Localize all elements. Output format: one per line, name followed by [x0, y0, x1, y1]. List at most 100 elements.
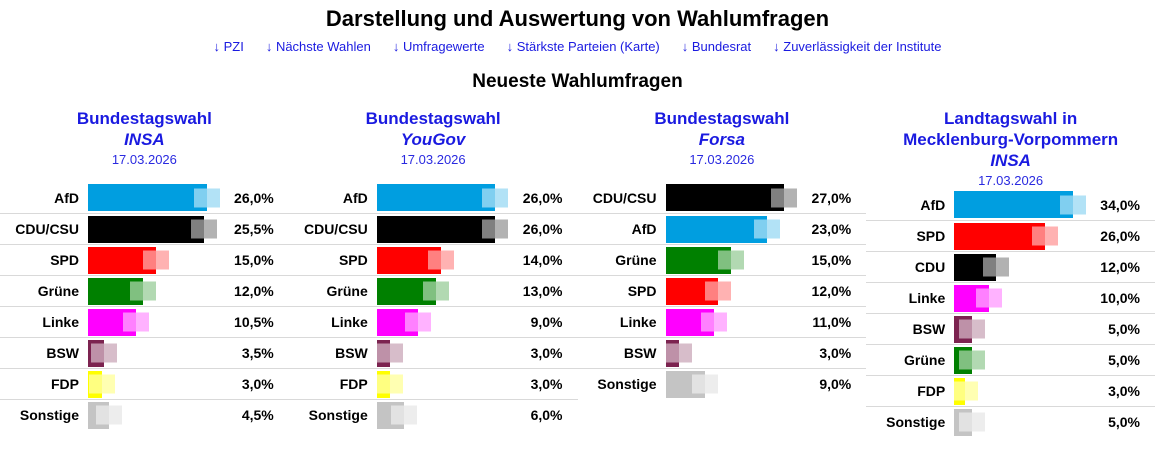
poll-bar	[665, 277, 732, 305]
party-label: Grüne	[615, 252, 657, 268]
error-range-outer	[1072, 195, 1086, 214]
bar-track	[951, 377, 1089, 405]
poll-bar	[951, 377, 978, 405]
poll-row: Sonstige 6,0%	[288, 399, 578, 430]
poll-value: 14,0%	[522, 252, 563, 268]
party-label: CDU/CSU	[303, 221, 368, 237]
bar-track	[665, 215, 801, 243]
error-range-inner	[753, 219, 767, 239]
nav-link-1[interactable]: ↓ PZI	[213, 39, 244, 54]
chart-institute: INSA	[990, 151, 1031, 170]
bar-track	[376, 370, 512, 398]
error-range-inner	[692, 374, 706, 394]
poll-bar	[88, 308, 149, 336]
party-label: Linke	[331, 314, 368, 330]
poll-row: CDU/CSU 25,5%	[0, 213, 289, 244]
error-range-outer	[390, 343, 404, 363]
bar-track	[376, 277, 512, 305]
poll-bar	[376, 308, 431, 336]
error-range-inner	[951, 381, 965, 401]
error-range-inner	[122, 312, 136, 332]
bar-track	[88, 401, 223, 429]
error-range-outer	[440, 250, 454, 270]
poll-bar	[88, 370, 115, 398]
chart-title-line: Landtagswahl in	[944, 109, 1078, 128]
chart-date: 17.03.2026	[689, 152, 755, 167]
bar-track	[954, 253, 1089, 281]
party-label: FDP	[339, 376, 368, 392]
error-range-inner	[705, 281, 719, 301]
poll-bar	[665, 184, 798, 211]
chart-title-line: Bundestagswahl	[76, 109, 212, 128]
poll-charts: Bundestagswahl INSA 17.03.2026 AfD 26,0% CDU/…	[0, 107, 1155, 437]
party-label: Linke	[42, 314, 79, 330]
error-range-outer	[989, 288, 1003, 308]
party-label: Linke	[908, 290, 946, 306]
error-range-inner	[718, 250, 732, 270]
error-range-outer	[678, 343, 692, 363]
error-range-outer	[996, 257, 1010, 277]
bar-track	[665, 308, 801, 336]
error-range-outer	[101, 374, 115, 394]
party-label: CDU/CSU	[15, 221, 79, 237]
party-label: BSW	[46, 345, 79, 361]
poll-row: SPD 26,0%	[866, 220, 1155, 251]
nav-link-4[interactable]: ↓ Stärkste Parteien (Karte)	[506, 39, 660, 54]
poll-bar	[376, 277, 450, 305]
party-label: SPD	[338, 252, 368, 268]
nav-link-3[interactable]: ↓ Umfragewerte	[392, 39, 485, 54]
poll-chart-2: Bundestagswahl YouGov 17.03.2026 AfD 26,0% CD…	[288, 107, 578, 437]
error-range-inner	[482, 188, 496, 207]
bar-track	[88, 277, 223, 305]
poll-row: SPD 14,0%	[288, 244, 578, 275]
bar-track	[665, 370, 801, 398]
bar-track	[954, 408, 1089, 436]
poll-bar	[88, 277, 156, 305]
nav-link-5[interactable]: ↓ Bundesrat	[681, 39, 752, 54]
bar-track	[88, 339, 223, 367]
bar-track	[88, 370, 223, 398]
poll-value: 9,0%	[819, 376, 852, 392]
poll-row: BSW 5,0%	[866, 313, 1155, 344]
party-label: SPD	[916, 228, 946, 244]
error-range-outer	[1044, 226, 1058, 246]
page-title: Darstellung und Auswertung von Wahlumfra…	[325, 6, 830, 31]
error-range-inner	[191, 219, 205, 239]
party-label: Sonstige	[19, 407, 79, 423]
bar-track	[88, 308, 223, 336]
poll-bar	[376, 370, 404, 398]
party-label: Sonstige	[597, 376, 657, 392]
error-range-inner	[976, 288, 990, 308]
error-range-outer	[705, 374, 719, 394]
poll-bar	[665, 215, 780, 243]
error-range-inner	[983, 257, 997, 277]
section-heading: Neueste Wahlumfragen	[472, 71, 683, 92]
party-label: Grüne	[326, 283, 368, 299]
poll-value: 12,0%	[234, 283, 274, 299]
error-range-outer	[784, 188, 798, 207]
poll-row: Grüne 12,0%	[0, 275, 289, 306]
poll-row: Sonstige 9,0%	[577, 368, 867, 399]
error-range-outer	[964, 381, 978, 401]
poll-bar	[954, 315, 985, 343]
bar-track	[954, 284, 1089, 312]
error-range-inner	[193, 188, 207, 207]
poll-row: Linke 9,0%	[288, 306, 578, 337]
poll-chart-4: Landtagswahl in Mecklenburg-Vorpommern INS…	[866, 107, 1155, 437]
bar-track	[376, 308, 512, 336]
error-range-outer	[404, 405, 418, 425]
error-range-inner	[143, 250, 157, 270]
party-label: BSW	[623, 345, 657, 361]
error-range-outer	[103, 343, 117, 363]
error-range-inner	[1031, 226, 1045, 246]
chart-header-4: Landtagswahl in Mecklenburg-Vorpommern INS…	[866, 107, 1155, 189]
poll-value: 26,0%	[522, 189, 563, 206]
error-range-outer	[204, 219, 218, 239]
poll-value: 15,0%	[234, 252, 274, 268]
chart-date: 17.03.2026	[978, 173, 1044, 188]
nav-link-2[interactable]: ↓ Nächste Wahlen	[265, 39, 371, 54]
nav-link-6[interactable]: ↓ Zuverlässigkeit der Institute	[773, 39, 942, 54]
poll-bar	[376, 246, 454, 274]
poll-row: Grüne 13,0%	[288, 275, 578, 306]
